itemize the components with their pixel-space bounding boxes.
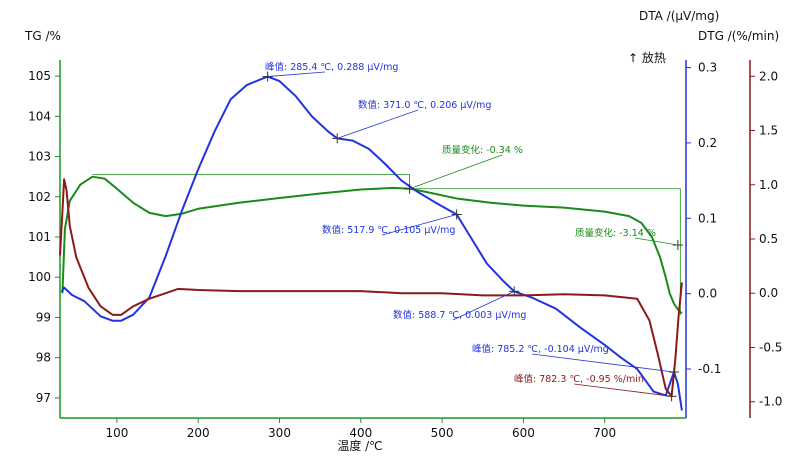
annotation-leader bbox=[267, 71, 326, 77]
annotation-leader bbox=[531, 353, 675, 373]
dta-tick-label: 0.0 bbox=[698, 287, 717, 301]
dtg-tick-label: 2.0 bbox=[759, 69, 778, 83]
dtg-curve bbox=[59, 178, 683, 398]
dta-tick-label: 0.3 bbox=[698, 61, 717, 75]
dtg-tick-label: 1.5 bbox=[759, 124, 778, 138]
x-tick-label: 700 bbox=[593, 426, 616, 440]
annotation-label: 峰值: 785.2 ℃, -0.104 μV/mg bbox=[472, 343, 609, 355]
annotation-label: 数值: 371.0 ℃, 0.206 μV/mg bbox=[358, 99, 491, 111]
tg-tick-label: 100 bbox=[28, 270, 51, 284]
tg-curve bbox=[61, 175, 683, 315]
tg-tick-label: 99 bbox=[36, 310, 51, 324]
plot-frame bbox=[59, 60, 751, 419]
x-tick-label: 100 bbox=[105, 426, 128, 440]
dtg-tick-label: 1.0 bbox=[759, 178, 778, 192]
dtg-tick-label: 0.0 bbox=[759, 286, 778, 300]
annotation-leader bbox=[337, 109, 419, 139]
tg-tick-label: 97 bbox=[36, 391, 51, 405]
annotation-leader bbox=[573, 383, 672, 397]
dtg-tick-label: -0.5 bbox=[759, 340, 782, 354]
dta-curve bbox=[60, 75, 683, 411]
x-tick-label: 600 bbox=[512, 426, 535, 440]
annotation-label: 质量变化: -0.34 % bbox=[442, 144, 523, 156]
x-tick-label: 300 bbox=[268, 426, 291, 440]
annotation-label: 数值: 588.7 ℃, 0.003 μV/mg bbox=[393, 309, 526, 321]
dtg-axis-title: DTG /(%/min) bbox=[698, 29, 779, 43]
x-tick-label: 500 bbox=[431, 426, 454, 440]
tg-tick-label: 104 bbox=[28, 109, 51, 123]
annotation-leader bbox=[409, 154, 503, 190]
annotation-leader bbox=[381, 214, 457, 236]
tg-tick-label: 103 bbox=[28, 150, 51, 164]
dta-axis-title: DTA /(μV/mg) bbox=[639, 9, 719, 23]
annotations: 峰值: 285.4 ℃, 0.288 μV/mg 数值: 371.0 ℃, 0.2… bbox=[262, 61, 683, 402]
annotation-label: 峰值: 782.3 ℃, -0.95 %/min bbox=[514, 373, 644, 385]
exo-label: ↑ 放热 bbox=[628, 50, 666, 65]
tg-tick-label: 101 bbox=[28, 230, 51, 244]
dta-tick-label: 0.1 bbox=[698, 211, 717, 225]
annotation-leader bbox=[634, 237, 678, 246]
tg-tick-label: 98 bbox=[36, 351, 51, 365]
tg-axis-title: TG /% bbox=[24, 29, 61, 43]
dtg-tick-label: -1.0 bbox=[759, 395, 782, 409]
mass-change-step bbox=[409, 188, 681, 316]
annotation-label: 数值: 517.9 ℃, 0.105 μV/mg bbox=[322, 224, 455, 236]
x-tick-label: 400 bbox=[349, 426, 372, 440]
annotation-leader bbox=[452, 291, 515, 321]
dtg-tick-label: 0.5 bbox=[759, 232, 778, 246]
annotation-label: 质量变化: -3.14 % bbox=[575, 227, 656, 239]
tg-tick-label: 105 bbox=[28, 69, 51, 83]
mass-change-steps bbox=[92, 174, 681, 316]
annotation-label: 峰值: 285.4 ℃, 0.288 μV/mg bbox=[265, 61, 398, 73]
dta-tick-label: -0.1 bbox=[698, 362, 721, 376]
dta-tick-label: 0.2 bbox=[698, 136, 717, 150]
axis-ticks: 100 200 300 400 500 600 700 97 98 99 100 101 102 103 1… bbox=[28, 61, 782, 440]
mass-change-step bbox=[92, 174, 410, 189]
data-curves bbox=[59, 75, 683, 411]
x-axis-title: 温度 /℃ bbox=[337, 438, 382, 453]
x-tick-label: 200 bbox=[187, 426, 210, 440]
tg-tick-label: 102 bbox=[28, 190, 51, 204]
